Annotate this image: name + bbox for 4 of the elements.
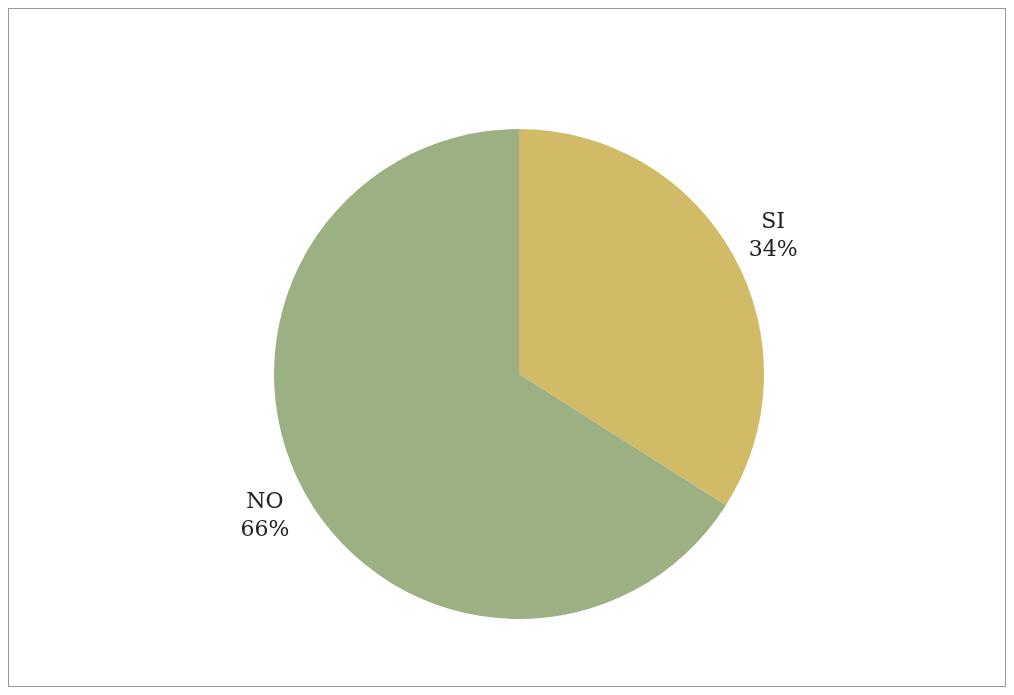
slice-label: SI bbox=[761, 208, 786, 234]
slice-label: NO bbox=[246, 487, 284, 513]
data-label: 34% bbox=[748, 236, 798, 262]
data-label: 66% bbox=[240, 515, 290, 541]
